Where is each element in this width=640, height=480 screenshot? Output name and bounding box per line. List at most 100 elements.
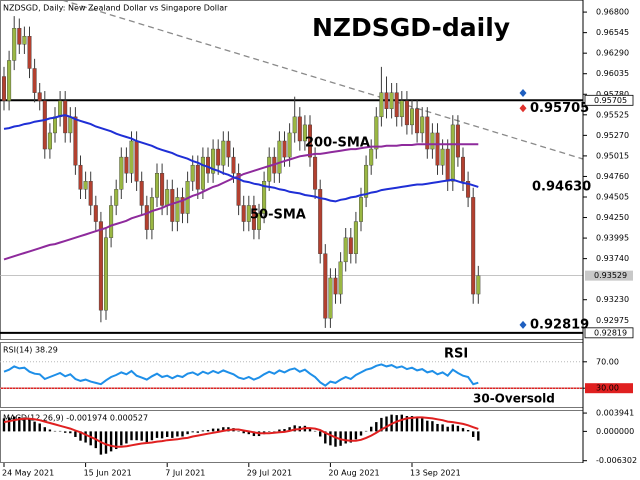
candle-body bbox=[374, 116, 379, 150]
price-box bbox=[584, 327, 634, 339]
candle-body bbox=[466, 181, 471, 198]
candle-body bbox=[425, 116, 430, 150]
candle-body bbox=[333, 277, 338, 295]
bar bbox=[13, 416, 16, 432]
candle-body bbox=[318, 189, 323, 254]
bar bbox=[89, 431, 92, 446]
candle-body bbox=[83, 181, 88, 190]
candle-body bbox=[216, 148, 221, 166]
marker bbox=[519, 320, 527, 329]
candle-body bbox=[134, 140, 139, 182]
bar bbox=[375, 422, 378, 432]
bar bbox=[33, 421, 36, 432]
bar bbox=[120, 431, 123, 446]
y-tick-label: 0.92975 bbox=[596, 316, 629, 325]
candle-body bbox=[461, 156, 466, 182]
candle-body bbox=[226, 140, 231, 158]
bar bbox=[104, 431, 108, 454]
candle-body bbox=[343, 237, 348, 263]
y-tick-label: 0.93740 bbox=[596, 254, 629, 263]
candle-body bbox=[32, 68, 37, 93]
bar bbox=[451, 424, 454, 432]
candle-body bbox=[236, 173, 241, 206]
candle-body bbox=[445, 148, 450, 182]
bar bbox=[446, 426, 449, 432]
series-line bbox=[3, 416, 479, 448]
y-tick-label: 0.95525 bbox=[596, 110, 629, 119]
bar bbox=[166, 431, 169, 437]
bar bbox=[472, 431, 475, 437]
level-label: 0.95705 bbox=[530, 101, 589, 116]
candle-body bbox=[277, 140, 282, 174]
price-box-label: 0.95705 bbox=[594, 96, 627, 105]
panel-header: MACD(12,26,9) -0.001974 0.000527 bbox=[3, 414, 148, 423]
bar bbox=[426, 420, 429, 432]
candle-body bbox=[124, 156, 129, 174]
candle-body bbox=[353, 221, 358, 254]
bar bbox=[334, 431, 337, 447]
candle-body bbox=[27, 36, 32, 69]
candle-body bbox=[42, 100, 47, 150]
y-tick-label: 0.95780 bbox=[596, 90, 629, 99]
candle-body bbox=[211, 148, 216, 174]
bar bbox=[400, 414, 403, 432]
candle-body bbox=[410, 108, 415, 126]
panel-header: NZDSGD, Daily: New Zealand Dollar vs Sin… bbox=[3, 4, 228, 13]
panel-header: RSI(14) 38.29 bbox=[3, 346, 58, 355]
candle-body bbox=[165, 189, 170, 206]
candle-body bbox=[231, 156, 236, 174]
candle-body bbox=[246, 205, 251, 222]
bar bbox=[308, 428, 312, 432]
bar bbox=[115, 431, 118, 450]
candle-body bbox=[221, 140, 226, 166]
x-tick-label: 7 Jul 2021 bbox=[165, 469, 205, 478]
candle-body bbox=[420, 116, 425, 134]
candle-body bbox=[292, 116, 297, 134]
candle-body bbox=[435, 132, 440, 166]
candle-body bbox=[63, 100, 68, 134]
candle-body bbox=[109, 205, 114, 238]
candle-body bbox=[338, 261, 343, 295]
y-tick-label: 0.003941 bbox=[596, 409, 634, 418]
bar bbox=[23, 417, 26, 432]
y-tick-label: 30.00 bbox=[596, 384, 619, 393]
candle-body bbox=[93, 205, 98, 222]
candle-body bbox=[348, 237, 353, 254]
y-tick-label: 70.00 bbox=[596, 357, 619, 366]
trendline bbox=[61, 0, 584, 160]
candle-body bbox=[384, 92, 389, 109]
bar bbox=[441, 424, 444, 432]
bar bbox=[477, 431, 480, 441]
candle-body bbox=[241, 205, 246, 222]
candle-body bbox=[251, 205, 256, 230]
y-tick-label: 0.000000 bbox=[596, 427, 634, 436]
bar bbox=[43, 427, 46, 432]
candle-body bbox=[73, 116, 78, 166]
level-label: 30-Oversold bbox=[473, 392, 555, 406]
bar bbox=[359, 431, 363, 436]
candle-body bbox=[139, 181, 144, 206]
bar bbox=[140, 431, 143, 441]
bar bbox=[181, 431, 184, 437]
candle-body bbox=[282, 140, 287, 158]
bar bbox=[293, 425, 296, 432]
bar bbox=[385, 416, 388, 432]
candle-body bbox=[364, 164, 369, 198]
candle-body bbox=[129, 140, 134, 174]
candle-body bbox=[404, 100, 409, 126]
bar bbox=[196, 431, 199, 433]
bar bbox=[456, 425, 460, 432]
bar bbox=[125, 431, 128, 444]
candle-body bbox=[68, 116, 73, 134]
candle-body bbox=[98, 221, 103, 311]
candle-body bbox=[430, 132, 435, 150]
y-tick-label: 0.95015 bbox=[596, 151, 629, 160]
bar bbox=[28, 419, 31, 432]
candle-body bbox=[287, 132, 292, 158]
bar bbox=[344, 431, 347, 444]
series-label: 50-SMA bbox=[250, 208, 306, 223]
candle-body bbox=[369, 148, 374, 166]
y-tick-label: 0.96800 bbox=[596, 8, 629, 17]
candle-body bbox=[160, 173, 165, 206]
candle-body bbox=[257, 213, 262, 230]
